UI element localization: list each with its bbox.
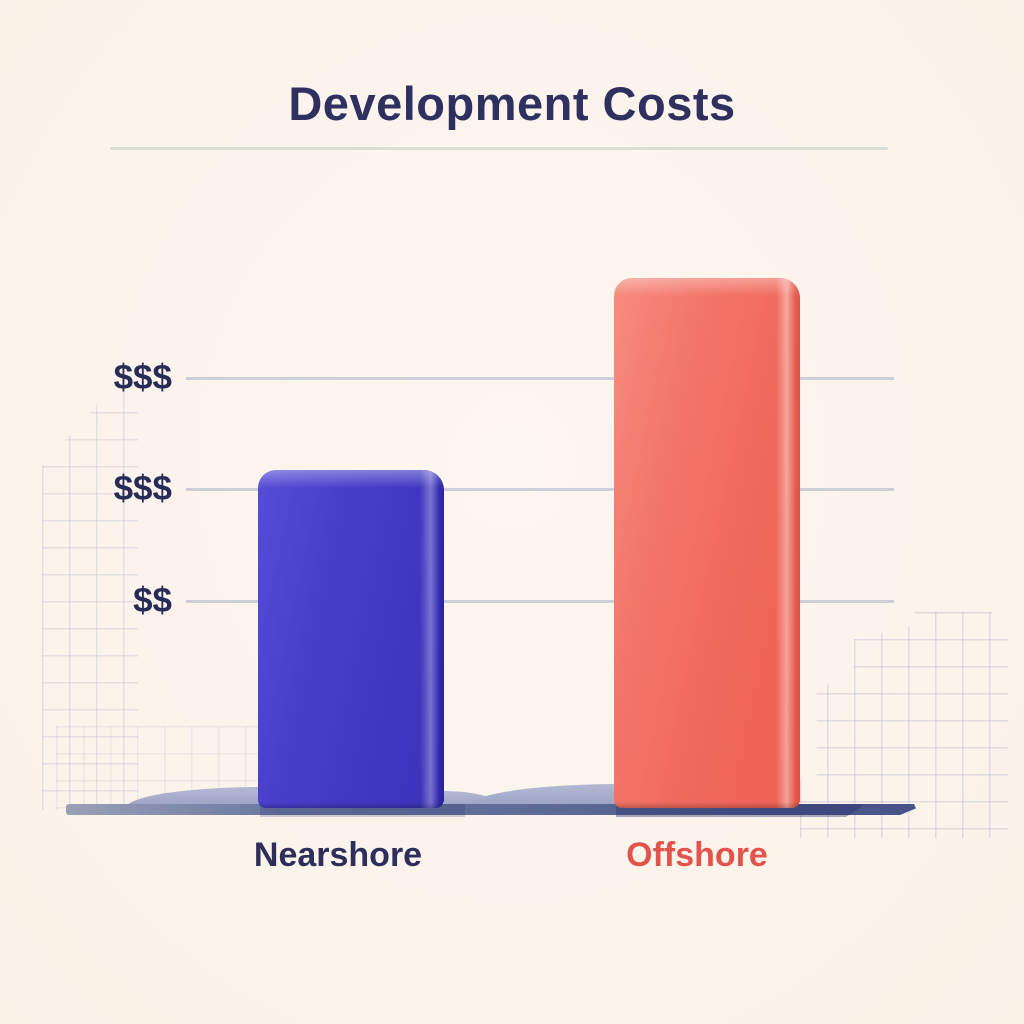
y-tick-label: $$$ [113,358,172,397]
bar-top-bevel [614,278,800,296]
bar-top-bevel [258,470,444,488]
bar-bottom-edge [258,802,444,808]
offshore-bar [614,278,800,808]
bar-bottom-edge [614,802,800,808]
gridline [186,377,894,380]
x-axis-baseline [66,804,916,815]
gridline [186,600,894,603]
gridline [186,488,894,491]
nearshore-bar [258,470,444,808]
title-divider [110,147,888,150]
bar-right-bevel [776,278,800,808]
chart-title: Development Costs [288,77,736,130]
y-tick-label: $$ [133,581,172,620]
bar-right-bevel [420,470,444,808]
y-tick-label: $$$ [113,469,172,508]
category-label-nearshore: Nearshore [253,836,423,874]
category-label-offshore: Offshore [626,836,768,874]
